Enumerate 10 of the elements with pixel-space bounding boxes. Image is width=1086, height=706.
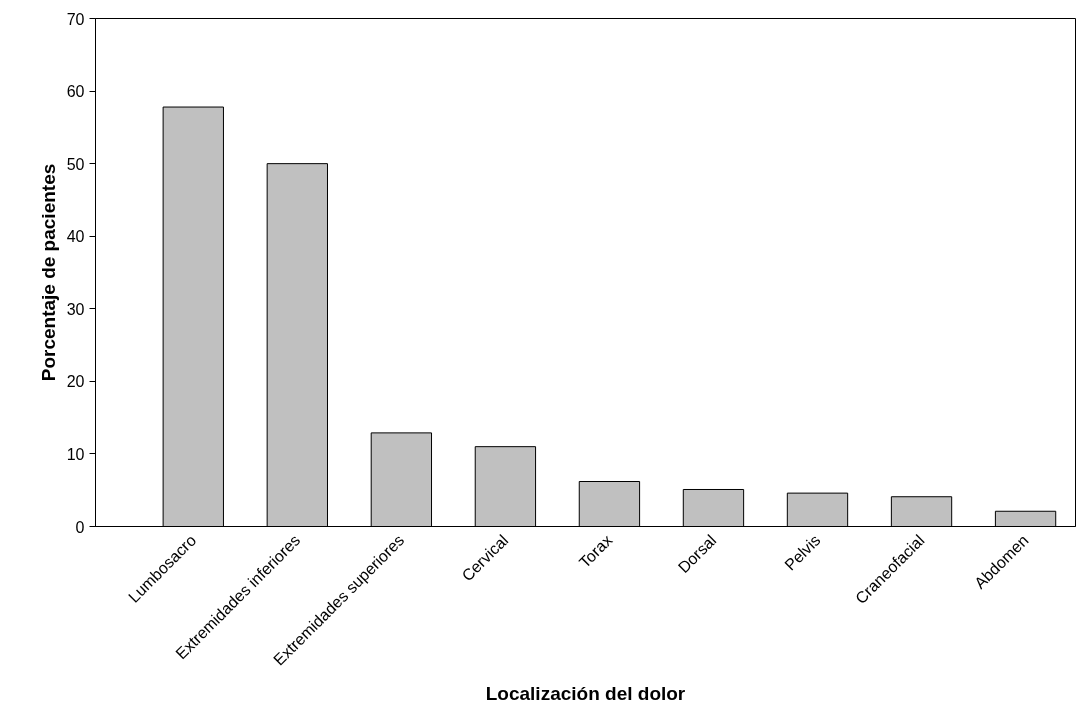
y-tick-label: 20 xyxy=(66,373,85,391)
x-axis-title: Localización del dolor xyxy=(485,682,686,704)
y-tick-label: 50 xyxy=(66,155,85,173)
y-tick-label: 70 xyxy=(66,10,85,28)
y-tick-label: 60 xyxy=(66,83,85,101)
y-axis-title: Porcentaje de pacientes xyxy=(37,163,59,382)
y-tick-label: 40 xyxy=(66,228,85,246)
y-tick-label: 10 xyxy=(66,445,85,463)
y-tick-label: 30 xyxy=(66,300,85,318)
y-tick-label: 0 xyxy=(75,518,85,536)
